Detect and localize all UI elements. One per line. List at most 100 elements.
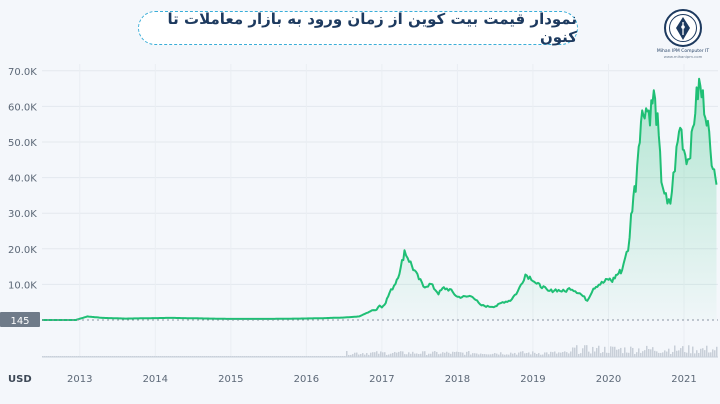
volume-bar — [388, 354, 390, 357]
volume-bar — [438, 354, 440, 357]
volume-bar — [556, 353, 558, 357]
volume-bar — [560, 352, 562, 357]
volume-bar — [506, 354, 508, 357]
volume-bar — [482, 353, 484, 357]
volume-bar — [442, 352, 444, 357]
volume-bar — [376, 351, 378, 357]
y-tick-label: 60.0K — [8, 102, 37, 113]
volume-bar — [452, 351, 454, 357]
volume-bar — [636, 352, 638, 357]
volume-bar — [494, 353, 496, 357]
volume-bar — [682, 346, 684, 357]
volume-bar — [520, 351, 522, 357]
volume-bar — [472, 353, 474, 357]
currency-label: USD — [8, 374, 32, 385]
volume-bar — [700, 348, 702, 357]
volume-bar — [648, 349, 650, 357]
volume-bar — [356, 352, 358, 357]
volume-bar — [464, 354, 466, 357]
volume-bar — [400, 351, 402, 357]
volume-bar — [544, 352, 546, 357]
volume-bar — [630, 346, 632, 357]
volume-bar — [642, 351, 644, 357]
volume-bar — [404, 354, 406, 357]
volume-bar — [370, 352, 372, 357]
volume-bar — [610, 346, 612, 357]
price-line — [42, 77, 718, 321]
y-tick-label: 40.0K — [8, 174, 37, 185]
volume-bar — [412, 351, 414, 357]
volume-bar — [572, 347, 574, 357]
volume-bar — [592, 346, 594, 357]
volume-bar — [516, 354, 518, 357]
volume-bar — [688, 345, 690, 357]
volume-bar — [414, 353, 416, 357]
x-tick-label: 2019 — [520, 374, 545, 385]
volume-bar — [676, 350, 678, 357]
volume-bar — [580, 353, 582, 357]
volume-bar — [406, 354, 408, 357]
volume-bar — [504, 354, 506, 357]
volume-bar — [446, 351, 448, 357]
volume-bar — [410, 353, 412, 357]
brand-logo: Mihan IPM Computer IT www.mihanipm.com — [652, 8, 714, 66]
volume-bar — [440, 353, 442, 357]
volume-bar — [598, 345, 600, 357]
volume-bar — [448, 352, 450, 357]
volume-bar — [672, 351, 674, 357]
volume-bar — [576, 345, 578, 357]
volume-bar — [430, 353, 432, 357]
volume-bar — [562, 351, 564, 357]
volume-bar — [686, 352, 688, 357]
volume-bar — [638, 348, 640, 357]
volume-bar — [462, 352, 464, 357]
volume-bar — [596, 348, 598, 357]
volume-bar — [426, 354, 428, 357]
volume-bar — [390, 353, 392, 357]
volume-bar — [582, 348, 584, 357]
volume-bar — [518, 352, 520, 357]
volume-bar — [570, 351, 572, 357]
volume-bar — [374, 352, 376, 357]
volume-bar — [502, 354, 504, 357]
volume-bar — [606, 352, 608, 357]
volume-bar — [428, 353, 430, 357]
volume-bar — [712, 349, 714, 357]
volume-bar — [348, 354, 350, 357]
volume-bar — [620, 347, 622, 357]
volume-bar — [660, 352, 662, 357]
volume-bar — [566, 352, 568, 357]
volume-bar — [644, 350, 646, 357]
volume-bar — [692, 346, 694, 357]
volume-bar — [694, 353, 696, 357]
volume-bar — [550, 351, 552, 357]
volume-bar — [350, 354, 352, 357]
y-tick-label: 10.0K — [8, 280, 37, 291]
volume-bar — [632, 347, 634, 357]
volume-bar — [364, 354, 366, 357]
volume-bar — [508, 354, 510, 357]
x-tick-label: 2014 — [143, 374, 168, 385]
volume-bar — [436, 351, 438, 357]
volume-bar — [538, 353, 540, 357]
volume-bar — [500, 352, 502, 357]
volume-bar — [614, 346, 616, 357]
volume-bar — [424, 351, 426, 357]
volume-bar — [454, 351, 456, 357]
volume-bar — [386, 354, 388, 357]
volume-bar — [594, 351, 596, 357]
volume-bar — [588, 351, 590, 357]
grid-lines — [42, 64, 718, 357]
volume-bar — [460, 352, 462, 357]
x-tick-label: 2016 — [294, 374, 319, 385]
volume-bar — [510, 352, 512, 357]
y-tick-label: 50.0K — [8, 138, 37, 149]
volume-bar — [498, 354, 500, 357]
volume-bar — [484, 354, 486, 357]
chart-title: نمودار قیمت بیت کوین از زمان ورود به باز… — [138, 10, 578, 46]
x-axis: 2013 2014 2015 2016 2017 2018 2019 2020 2021 — [67, 374, 697, 385]
volume-bar — [396, 352, 398, 357]
volume-bar — [522, 351, 524, 357]
volume-bar — [534, 352, 536, 357]
volume-bar — [656, 351, 658, 357]
